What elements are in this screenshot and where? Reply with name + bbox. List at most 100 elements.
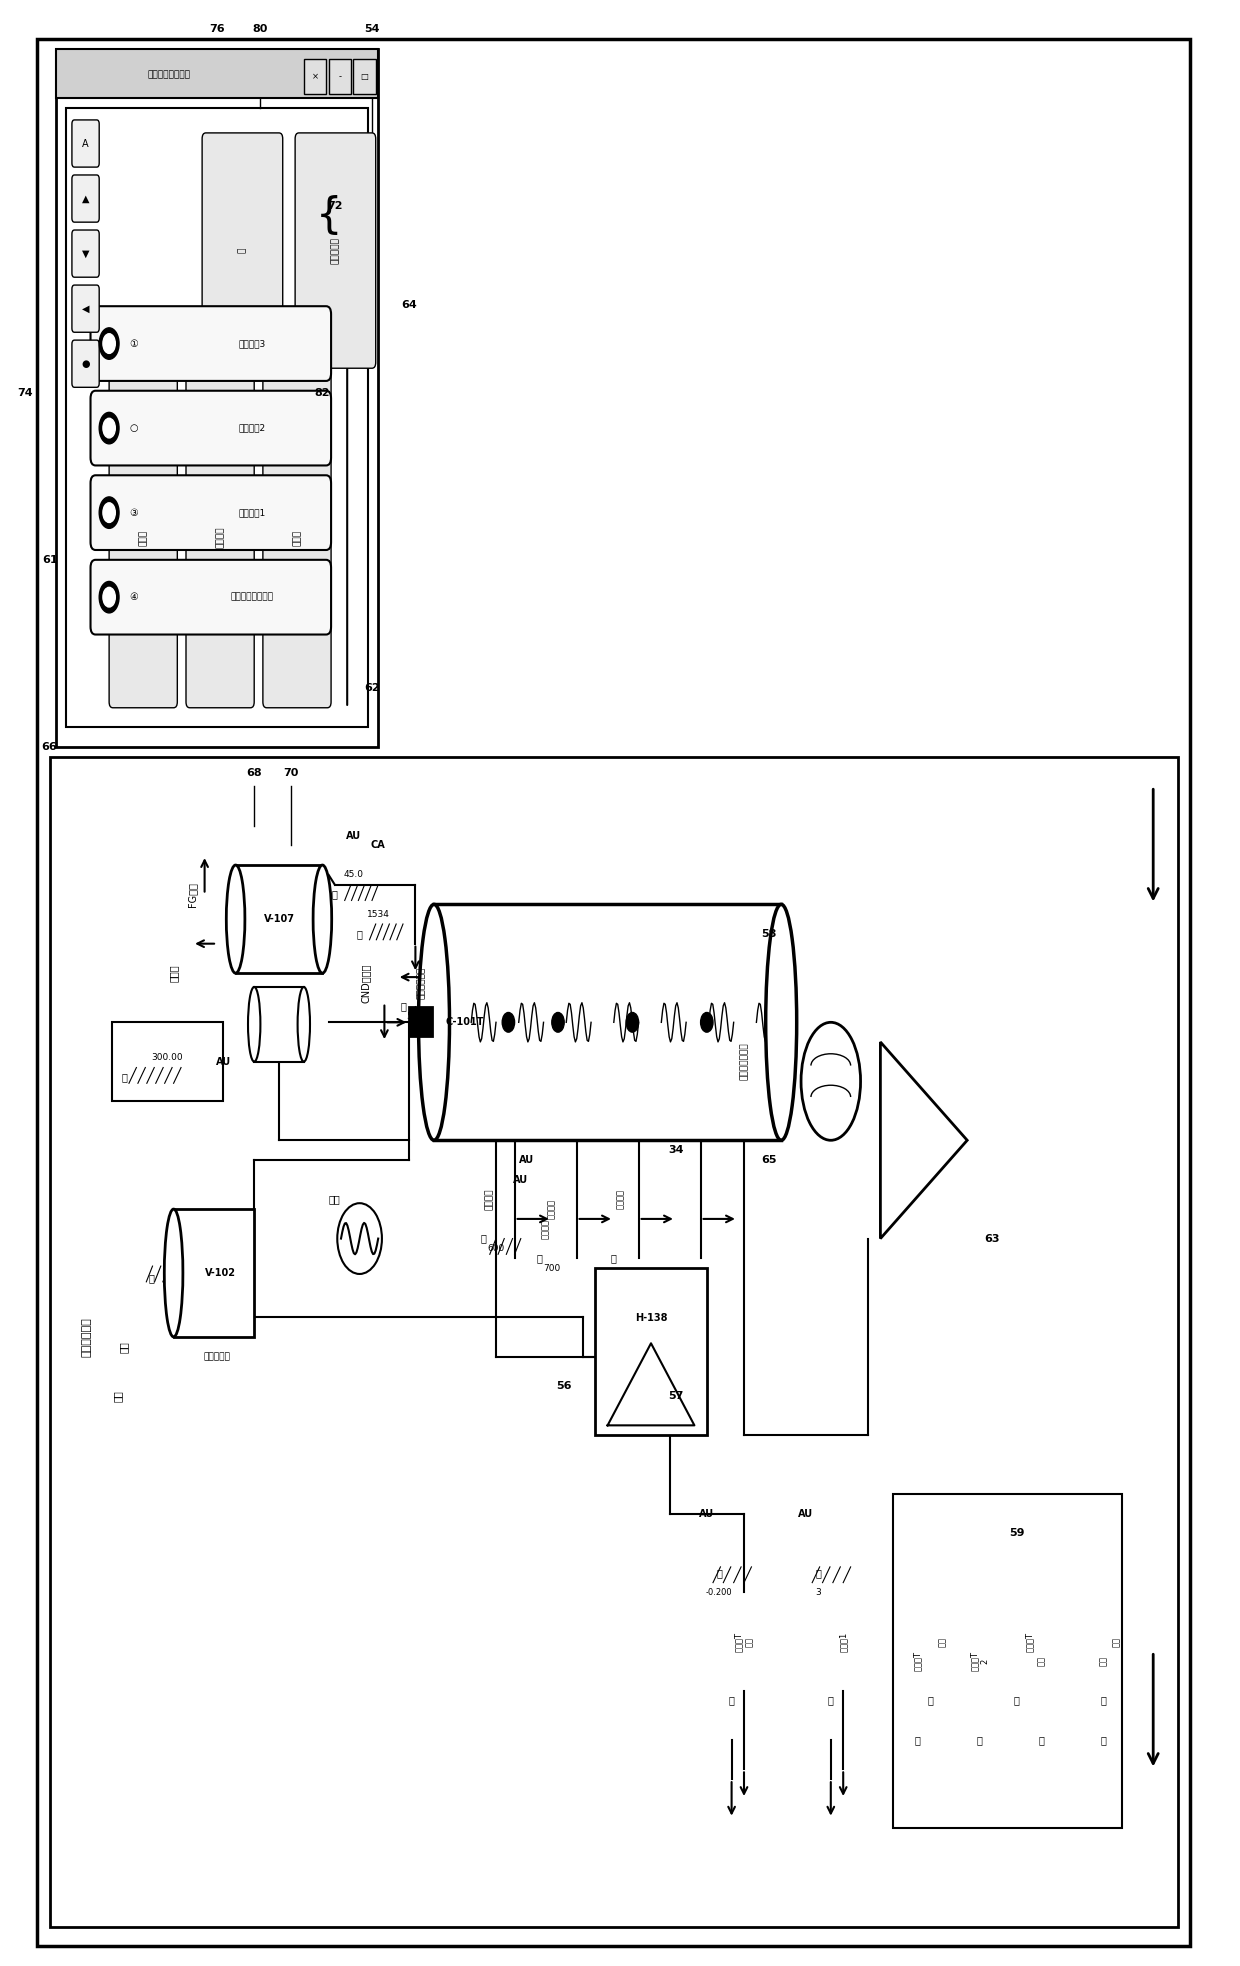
Text: 出: 出 bbox=[1101, 1734, 1106, 1746]
Text: 34: 34 bbox=[668, 1144, 683, 1156]
FancyBboxPatch shape bbox=[109, 368, 177, 708]
FancyBboxPatch shape bbox=[91, 476, 331, 550]
Circle shape bbox=[103, 588, 115, 607]
FancyBboxPatch shape bbox=[72, 175, 99, 222]
Text: 72: 72 bbox=[327, 201, 342, 212]
Text: 原油单元2: 原油单元2 bbox=[238, 423, 265, 433]
FancyBboxPatch shape bbox=[186, 368, 254, 708]
Text: 出: 出 bbox=[977, 1734, 982, 1746]
Text: 70: 70 bbox=[284, 767, 299, 779]
Bar bbox=[595, 1268, 707, 1435]
Ellipse shape bbox=[226, 865, 246, 973]
FancyBboxPatch shape bbox=[91, 560, 331, 635]
Text: -0.200: -0.200 bbox=[706, 1589, 733, 1596]
Text: ×: × bbox=[311, 73, 319, 81]
Bar bbox=[304, 59, 326, 94]
Circle shape bbox=[701, 1012, 713, 1032]
Circle shape bbox=[99, 497, 119, 529]
Bar bbox=[66, 108, 368, 727]
Text: 57: 57 bbox=[668, 1390, 683, 1402]
Text: H-138: H-138 bbox=[635, 1313, 667, 1323]
Circle shape bbox=[99, 328, 119, 360]
FancyBboxPatch shape bbox=[202, 134, 283, 368]
Text: AU: AU bbox=[799, 1508, 813, 1520]
Polygon shape bbox=[880, 1042, 967, 1239]
Text: 出: 出 bbox=[122, 1071, 126, 1083]
Ellipse shape bbox=[298, 987, 310, 1062]
Text: 原油单元1: 原油单元1 bbox=[238, 507, 265, 517]
FancyBboxPatch shape bbox=[72, 285, 99, 332]
Bar bbox=[329, 59, 351, 94]
Text: 出: 出 bbox=[537, 1252, 542, 1264]
Text: 柴油: 柴油 bbox=[1037, 1655, 1047, 1667]
Text: 常压瓦斯油排出: 常压瓦斯油排出 bbox=[739, 1042, 749, 1081]
Text: 燃气流T
2: 燃气流T 2 bbox=[970, 1651, 990, 1671]
Text: 56: 56 bbox=[557, 1380, 572, 1392]
Text: 加热器: 加热器 bbox=[293, 529, 301, 545]
Text: 59: 59 bbox=[1009, 1528, 1024, 1539]
Ellipse shape bbox=[164, 1209, 184, 1337]
Text: 塔: 塔 bbox=[238, 248, 247, 254]
Text: 煤油产品: 煤油产品 bbox=[485, 1189, 495, 1209]
Bar bbox=[174, 1209, 254, 1337]
Text: 燃气流1: 燃气流1 bbox=[838, 1632, 848, 1651]
Text: 出: 出 bbox=[1039, 1734, 1044, 1746]
Text: □: □ bbox=[361, 73, 368, 81]
FancyBboxPatch shape bbox=[72, 120, 99, 167]
Text: ◀: ◀ bbox=[82, 303, 89, 315]
Text: 出: 出 bbox=[481, 1233, 486, 1244]
Text: ④: ④ bbox=[129, 592, 139, 602]
Ellipse shape bbox=[766, 904, 797, 1140]
Text: 柴油产品: 柴油产品 bbox=[541, 1219, 551, 1239]
Text: 燃烧炉: 燃烧炉 bbox=[169, 965, 179, 981]
Text: FG系统: FG系统 bbox=[187, 883, 197, 906]
Text: V-107: V-107 bbox=[263, 914, 295, 924]
Text: ▲: ▲ bbox=[82, 193, 89, 204]
Text: 燃气: 燃气 bbox=[1111, 1636, 1121, 1648]
Text: 出: 出 bbox=[357, 928, 362, 940]
Text: 68: 68 bbox=[247, 767, 262, 779]
Text: CA: CA bbox=[371, 839, 386, 851]
Text: AU: AU bbox=[513, 1174, 528, 1185]
Text: 出: 出 bbox=[915, 1734, 920, 1746]
Text: 63: 63 bbox=[985, 1233, 999, 1244]
Text: -: - bbox=[339, 73, 341, 81]
Text: 柴油排出: 柴油排出 bbox=[615, 1189, 625, 1209]
Bar bbox=[56, 49, 378, 747]
FancyBboxPatch shape bbox=[263, 368, 331, 708]
Bar bbox=[434, 904, 781, 1140]
Circle shape bbox=[626, 1012, 639, 1032]
Text: 出: 出 bbox=[149, 1272, 154, 1284]
Text: ③: ③ bbox=[129, 507, 139, 517]
Circle shape bbox=[99, 413, 119, 444]
Ellipse shape bbox=[419, 904, 449, 1140]
Text: 700: 700 bbox=[543, 1264, 560, 1272]
Circle shape bbox=[502, 1012, 515, 1032]
FancyBboxPatch shape bbox=[295, 134, 376, 368]
Circle shape bbox=[552, 1012, 564, 1032]
Text: 原油: 原油 bbox=[119, 1341, 129, 1353]
Text: 原油单元概览: 原油单元概览 bbox=[82, 1317, 92, 1357]
Ellipse shape bbox=[312, 865, 332, 973]
Text: 燃气流T: 燃气流T bbox=[913, 1651, 923, 1671]
Text: 存储罐: 存储罐 bbox=[139, 529, 148, 545]
Bar bbox=[50, 757, 1178, 1927]
Text: 出: 出 bbox=[729, 1695, 734, 1706]
Text: 66: 66 bbox=[42, 741, 57, 753]
Text: 45.0: 45.0 bbox=[343, 871, 363, 879]
Bar bbox=[353, 59, 376, 94]
Text: AU: AU bbox=[520, 1154, 534, 1166]
Text: CND存储罐: CND存储罐 bbox=[361, 963, 371, 1003]
Text: ▼: ▼ bbox=[82, 248, 89, 260]
Text: 出: 出 bbox=[1014, 1695, 1019, 1706]
Text: ①: ① bbox=[129, 338, 139, 348]
Text: 65: 65 bbox=[761, 1154, 776, 1166]
Text: 燃油流T
燃油: 燃油流T 燃油 bbox=[734, 1632, 754, 1651]
Text: 煤油排出: 煤油排出 bbox=[547, 1199, 557, 1219]
Text: 出: 出 bbox=[611, 1252, 616, 1264]
Text: 蒸汽: 蒸汽 bbox=[329, 1193, 341, 1205]
Text: 出: 出 bbox=[401, 1001, 405, 1012]
Text: 德克萨斯炼厂工厂: 德克萨斯炼厂工厂 bbox=[148, 71, 190, 79]
Text: {: { bbox=[315, 195, 342, 238]
Circle shape bbox=[103, 334, 115, 354]
